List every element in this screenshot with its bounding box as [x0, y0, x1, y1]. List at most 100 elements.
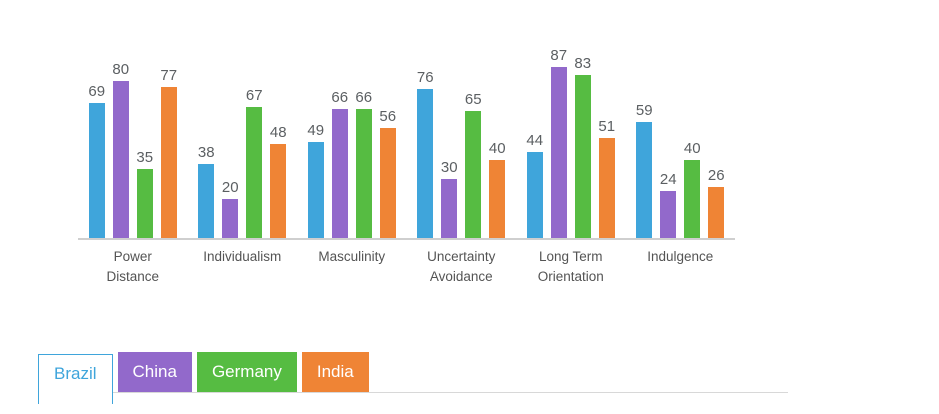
bar-india[interactable]: [270, 143, 287, 238]
bar-col-germany: 83: [574, 55, 592, 238]
category-label: Uncertainty Avoidance: [427, 249, 496, 284]
bar-col-brazil: 49: [307, 121, 325, 238]
bar-col-brazil: 76: [416, 69, 434, 238]
bar-col-germany: 66: [355, 88, 373, 238]
bar-germany[interactable]: [136, 169, 153, 238]
value-label: 51: [598, 118, 616, 136]
bar-col-brazil: 44: [526, 131, 544, 238]
bar-col-brazil: 69: [88, 82, 106, 238]
bar-germany[interactable]: [574, 75, 591, 238]
bar-china[interactable]: [331, 108, 348, 238]
bar-group-power-distance: 69 80 35 77: [78, 42, 188, 238]
value-label: 76: [416, 69, 434, 87]
category-label-cell: Masculinity: [297, 247, 407, 287]
bar-col-brazil: 59: [635, 102, 653, 238]
bar-india[interactable]: [489, 159, 506, 238]
tab-label: Germany: [211, 362, 282, 381]
bar-brazil[interactable]: [417, 89, 434, 238]
bar-col-china: 20: [221, 178, 239, 238]
value-label: 69: [88, 82, 106, 100]
bar-brazil[interactable]: [636, 122, 653, 238]
bar-col-india: 51: [598, 118, 616, 238]
bar-group-long-term-orientation: 44 87 83 51: [516, 42, 626, 238]
value-label: 66: [331, 88, 349, 106]
bar-col-india: 40: [488, 139, 506, 238]
tab-germany[interactable]: Germany: [196, 352, 297, 392]
category-label-cell: Power Distance: [78, 247, 188, 287]
tab-brazil[interactable]: Brazil: [38, 354, 113, 404]
tab-india[interactable]: India: [301, 352, 369, 392]
category-label: Indulgence: [647, 249, 714, 264]
bar-india[interactable]: [598, 138, 615, 238]
bar-col-china: 80: [112, 62, 129, 238]
bar-india[interactable]: [708, 187, 725, 238]
bar-brazil[interactable]: [307, 141, 324, 238]
category-label-cell: Individualism: [188, 247, 298, 287]
value-label: 77: [160, 67, 178, 85]
plot-area: 69 80 35 77 38 20 67 48 49 66 66 56 76 30 65 40 44 87 83 51…: [78, 42, 735, 238]
tab-label: Brazil: [54, 364, 97, 383]
country-tabs: Brazil China Germany India: [38, 352, 788, 404]
value-label: 24: [659, 170, 677, 188]
bar-col-germany: 67: [245, 86, 263, 238]
x-axis-labels: Power Distance Individualism Masculinity Un…: [78, 247, 735, 287]
bar-china[interactable]: [660, 190, 677, 238]
bar-col-china: 30: [440, 159, 458, 238]
value-label: 87: [550, 47, 568, 65]
value-label: 40: [683, 139, 701, 157]
bar-germany[interactable]: [684, 159, 701, 238]
category-label: Long Term Orientation: [537, 249, 604, 284]
tab-label: India: [316, 362, 354, 381]
bar-china[interactable]: [222, 198, 239, 238]
value-label: 30: [440, 159, 458, 177]
bar-china[interactable]: [441, 179, 458, 238]
bar-germany[interactable]: [246, 106, 263, 238]
value-label: 20: [221, 178, 239, 196]
value-label: 83: [574, 55, 592, 73]
bar-india[interactable]: [379, 128, 396, 238]
bar-china[interactable]: [112, 81, 129, 238]
bar-group-uncertainty-avoidance: 76 30 65 40: [407, 42, 517, 238]
value-label: 66: [355, 88, 373, 106]
value-label: 67: [245, 86, 263, 104]
bar-germany[interactable]: [465, 110, 482, 238]
bar-col-china: 24: [659, 170, 677, 238]
bar-col-china: 66: [331, 88, 349, 238]
value-label: 59: [635, 102, 653, 120]
bar-germany[interactable]: [355, 108, 372, 238]
bar-col-india: 77: [160, 67, 178, 238]
bar-group-indulgence: 59 24 40 26: [626, 42, 736, 238]
category-label: Masculinity: [318, 249, 386, 264]
x-axis-line: [78, 238, 735, 240]
bar-group-individualism: 38 20 67 48: [188, 42, 298, 238]
bar-brazil[interactable]: [526, 151, 543, 238]
value-label: 38: [197, 143, 215, 161]
category-label-cell: Long Term Orientation: [516, 247, 626, 287]
bar-col-china: 87: [550, 47, 568, 238]
bar-china[interactable]: [550, 67, 567, 238]
value-label: 44: [526, 131, 544, 149]
bar-col-germany: 65: [465, 91, 482, 238]
category-label: Individualism: [203, 249, 282, 264]
bar-india[interactable]: [160, 87, 177, 238]
bar-brazil[interactable]: [198, 163, 215, 238]
category-label-cell: Uncertainty Avoidance: [407, 247, 517, 287]
bar-col-germany: 40: [683, 139, 701, 238]
value-label: 40: [488, 139, 506, 157]
bar-col-germany: 35: [136, 149, 154, 238]
tab-china[interactable]: China: [117, 352, 192, 392]
tab-label: China: [132, 362, 177, 381]
bar-col-india: 48: [269, 123, 287, 238]
category-label: Power Distance: [106, 249, 160, 284]
value-label: 35: [136, 149, 154, 167]
value-label: 26: [707, 167, 725, 185]
bar-col-brazil: 38: [197, 143, 215, 238]
bar-brazil[interactable]: [88, 102, 105, 238]
value-label: 56: [379, 108, 397, 126]
value-label: 49: [307, 121, 325, 139]
bar-col-india: 26: [707, 167, 725, 238]
value-label: 48: [269, 123, 287, 141]
category-label-cell: Indulgence: [626, 247, 736, 287]
bar-group-masculinity: 49 66 66 56: [297, 42, 407, 238]
